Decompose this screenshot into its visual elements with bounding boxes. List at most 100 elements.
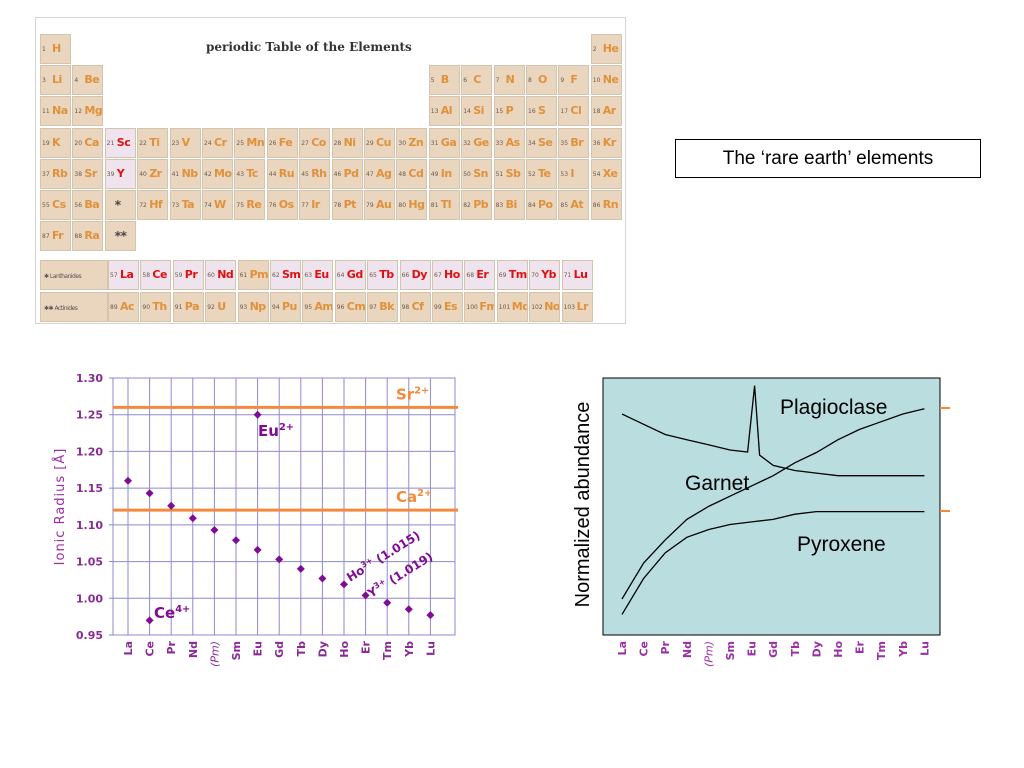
element-Ge: 32 Ge	[461, 127, 493, 158]
element-Tl: 81 Tl	[428, 190, 460, 220]
data-point	[296, 564, 305, 573]
x-tick-label: (Pm)	[208, 641, 221, 667]
normalized-abundance-chart: La Ce Pr Nd (Pm) Sm Eu Gd Tb Dy Ho Er Tm Yb Lu Normaliz…	[572, 377, 950, 667]
y-tick-label: 0.95	[76, 629, 103, 642]
element-Bk: 97 Bk	[367, 291, 399, 322]
element-Kr: 36 Kr	[590, 127, 622, 158]
ionic-radius-chart: 0.95 1.00 1.05 1.10 1.15 1.20 1.25 1.30 La Ce Pr Nd…	[52, 372, 458, 667]
y-tick-label: 1.05	[76, 556, 103, 569]
x-tick-label: Dy	[810, 641, 823, 657]
x-tick-label: Tb	[295, 641, 308, 657]
periodic-table-title: periodic Table of the Elements	[206, 40, 412, 54]
series-line-pyroxene	[621, 510, 925, 615]
element-Si: 14 Si	[461, 96, 493, 127]
element-starstar: **	[104, 221, 136, 252]
element-Ca: 20 Ca	[72, 127, 104, 158]
y-axis-label: Ionic Radius [Å]	[52, 448, 68, 566]
element-Ne: 10 Ne	[590, 65, 622, 96]
x-tick-label: Nd	[187, 641, 200, 658]
element-Se: 34 Se	[526, 127, 557, 158]
element-Ti: 22 Ti	[137, 127, 169, 158]
element-Np: 93 Np	[237, 291, 269, 322]
y-tick-label: 1.15	[76, 482, 103, 495]
element-Dy: 66 Dy	[399, 260, 431, 291]
element-Re: 75 Re	[234, 190, 266, 220]
data-point	[253, 545, 262, 554]
element-Tm: 69 Tm	[496, 260, 528, 291]
y-tick-label: 1.00	[76, 592, 103, 605]
element-Os: 76 Os	[266, 190, 298, 220]
element-Zr: 40 Zr	[137, 158, 169, 189]
x-tick-label: (Pm)	[702, 641, 715, 667]
element-Ta: 73 Ta	[169, 190, 201, 220]
x-tick-label: La	[122, 641, 135, 655]
x-tick-label: La	[616, 641, 629, 655]
element-Cf: 98 Cf	[399, 291, 431, 322]
element-Md: 101Md	[496, 291, 528, 322]
element-He: 2 He	[590, 34, 622, 64]
element-Po: 84 Po	[526, 190, 557, 220]
element-Ga: 31 Ga	[428, 127, 460, 158]
data-point	[383, 598, 392, 607]
element-Zn: 30 Zn	[396, 127, 428, 158]
x-tick-label: Dy	[316, 641, 329, 657]
x-tick-label: Ce	[638, 641, 651, 657]
element-Al: 13 Al	[428, 96, 460, 127]
x-tick-label: Lu	[918, 641, 931, 656]
data-point	[188, 514, 197, 523]
rare-earth-caption: The ‘rare earth’ elements	[675, 139, 981, 178]
element-Pr: 59 Pr	[172, 260, 204, 291]
element-Er: 68 Er	[464, 260, 496, 291]
element-Be: 4 Be	[72, 65, 104, 96]
x-tick-label: Eu	[746, 641, 759, 656]
annotation-eu2: Eu2+	[258, 422, 294, 440]
element-Ac: 89 Ac	[108, 291, 139, 322]
data-point	[318, 574, 327, 583]
element-Sm: 62 Sm	[270, 260, 301, 291]
element-Pt: 78 Pt	[331, 190, 363, 220]
element-In: 49 In	[428, 158, 460, 189]
x-tick-label: Lu	[424, 641, 437, 656]
y-tick-label: 1.25	[76, 409, 103, 422]
element-Ru: 44 Ru	[266, 158, 298, 189]
series-label-plagioclase: Plagioclase	[780, 396, 887, 419]
element-W: 74 W	[202, 190, 233, 220]
element-S: 16 S	[526, 96, 557, 127]
element-K: 19 K	[40, 127, 71, 158]
series-line-plagioclase	[621, 385, 925, 477]
data-point	[210, 525, 219, 534]
element-Fe: 26 Fe	[266, 127, 298, 158]
element-Li: 3 Li	[40, 65, 71, 96]
x-tick-label: Gd	[767, 641, 780, 658]
element-I: 53 I	[558, 158, 590, 189]
element-Sn: 50 Sn	[461, 158, 493, 189]
element-Pb: 82 Pb	[461, 190, 493, 220]
x-tick-label: Tm	[381, 641, 394, 660]
element-Nb: 41 Nb	[169, 158, 201, 189]
element-Rb: 37 Rb	[40, 158, 71, 189]
data-point	[167, 501, 176, 510]
element-Lu: 71 Lu	[561, 260, 593, 291]
x-tick-label: Tb	[789, 641, 802, 657]
data-point	[426, 611, 435, 620]
x-tick-label: Pr	[659, 640, 672, 654]
x-tick-label: Ho	[832, 641, 845, 658]
element-Cu: 29 Cu	[364, 127, 395, 158]
annotation-ce4: Ce4+	[154, 604, 190, 622]
element-Sr: 38 Sr	[72, 158, 104, 189]
element-Mg: 12 Mg	[72, 96, 104, 127]
data-point	[361, 591, 370, 600]
element-Co: 27 Co	[299, 127, 331, 158]
x-tick-label: Tm	[875, 641, 888, 660]
x-tick-label: Ce	[144, 641, 157, 657]
reference-line-label: Sr2+	[396, 385, 429, 403]
element-Th: 90 Th	[140, 291, 172, 322]
reference-line-label: Ca2+	[396, 488, 432, 506]
element-Nd: 60 Nd	[205, 260, 237, 291]
element-Lr: 103 Lr	[561, 291, 593, 322]
element-Te: 52 Te	[526, 158, 557, 189]
x-tick-label: Sm	[230, 641, 243, 660]
element-La: 57 La	[108, 260, 139, 291]
element-✱✱ Actinides: ✱✱ Actinides	[40, 291, 108, 322]
